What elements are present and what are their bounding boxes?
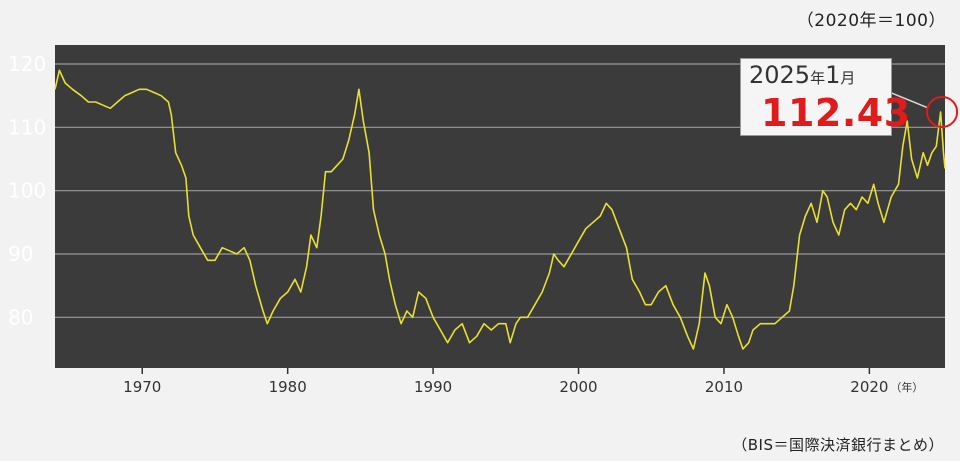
y-tick-label: 110 (8, 115, 46, 139)
x-tick-label: 2010 (705, 378, 743, 396)
callout-date: 2025年1月 (749, 61, 855, 89)
y-tick-label: 120 (8, 52, 46, 76)
x-tick-label: 1980 (269, 378, 307, 396)
callout-month: 1 (825, 61, 841, 89)
callout-month-unit: 月 (840, 69, 856, 87)
x-tick-label: 2020 (850, 378, 888, 396)
x-tick-label: 1990 (414, 378, 452, 396)
callout-pointer (888, 91, 929, 109)
x-axis-unit: （年） (890, 380, 923, 394)
source-note: （BIS＝国際決済銀行まとめ） (732, 436, 944, 454)
base-year-note: （2020年＝100） (796, 11, 946, 31)
y-tick-label: 80 (8, 305, 33, 329)
y-tick-label: 100 (8, 179, 46, 203)
latest-value-callout: 2025年1月 112.43 (740, 58, 910, 136)
exchange-rate-line (54, 69, 946, 350)
x-tick-label: 1970 (123, 378, 161, 396)
callout-year-unit: 年 (810, 69, 826, 87)
x-axis-ticks: 1970 1980 1990 2000 2010 2020 （年） (123, 368, 923, 396)
callout-year: 2025 (749, 61, 811, 89)
y-tick-label: 90 (8, 242, 33, 266)
x-tick-label: 2000 (559, 378, 597, 396)
highlight-circle (926, 95, 959, 128)
y-axis-ticks: 80 90 100 110 120 (8, 52, 46, 329)
callout-value: 112.43 (761, 91, 911, 135)
